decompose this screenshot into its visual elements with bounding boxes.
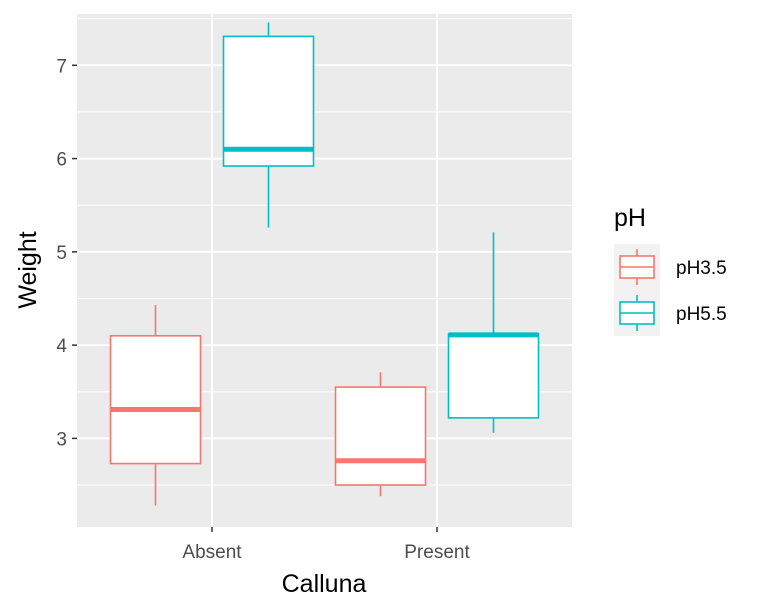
y-tick-label: 3 [56, 429, 67, 450]
legend-label: pH5.5 [676, 304, 727, 325]
y-axis: 3 4 5 6 7 [56, 56, 77, 450]
y-tick-label: 4 [56, 336, 67, 357]
box [334, 386, 427, 486]
boxplots [109, 22, 540, 506]
y-tick-label: 7 [56, 56, 67, 77]
box [447, 333, 540, 419]
boxplot-pH5.5-Absent [222, 22, 315, 228]
boxplot-pH5.5-Present [447, 232, 540, 433]
x-axis: Absent Present [182, 527, 470, 563]
x-tick-label: Absent [182, 542, 242, 563]
box [109, 334, 202, 465]
boxplot-pH3.5-Present [334, 372, 427, 497]
x-tick-label: Present [404, 542, 470, 563]
legend-item-pH3.5: pH3.5 [614, 244, 727, 290]
legend-label: pH3.5 [676, 258, 727, 279]
legend: pH pH3.5 pH5.5 [614, 204, 727, 336]
y-tick-label: 6 [56, 150, 67, 171]
legend-item-pH5.5: pH5.5 [614, 290, 727, 336]
x-axis-title: Calluna [282, 570, 367, 598]
y-tick-label: 5 [56, 243, 67, 264]
boxplot-pH3.5-Absent [109, 305, 202, 506]
y-axis-title: Weight [14, 231, 42, 308]
box [222, 35, 315, 167]
legend-title: pH [614, 204, 646, 232]
